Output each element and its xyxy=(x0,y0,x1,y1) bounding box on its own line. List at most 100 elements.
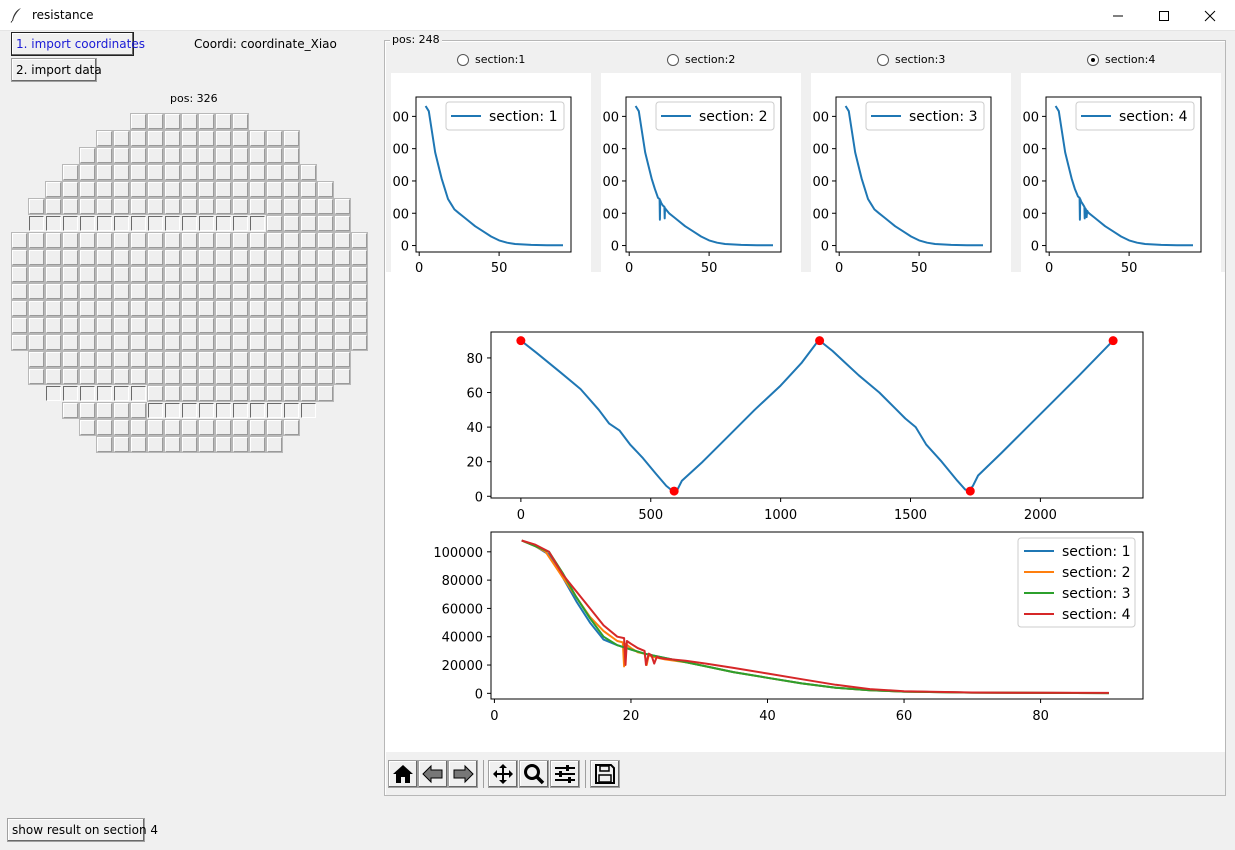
grid-cell[interactable] xyxy=(79,198,96,215)
grid-cell[interactable] xyxy=(249,266,266,283)
grid-cell[interactable] xyxy=(283,283,300,300)
grid-cell[interactable] xyxy=(130,436,147,453)
grid-cell[interactable] xyxy=(130,249,147,266)
grid-cell[interactable] xyxy=(334,351,351,368)
grid-cell[interactable] xyxy=(267,403,282,418)
grid-cell[interactable] xyxy=(181,266,198,283)
grid-cell[interactable] xyxy=(147,300,164,317)
grid-cell[interactable] xyxy=(45,368,62,385)
grid-cell[interactable] xyxy=(232,385,249,402)
grid-cell[interactable] xyxy=(79,249,96,266)
grid-cell[interactable] xyxy=(266,419,283,436)
grid-cell[interactable] xyxy=(249,147,266,164)
grid-cell[interactable] xyxy=(249,130,266,147)
grid-cell[interactable] xyxy=(80,216,95,231)
grid-cell[interactable] xyxy=(79,300,96,317)
radio-section-4[interactable]: section:4 xyxy=(1087,53,1155,66)
grid-cell[interactable] xyxy=(249,249,266,266)
grid-cell[interactable] xyxy=(215,232,232,249)
grid-cell[interactable] xyxy=(249,368,266,385)
grid-cell[interactable] xyxy=(334,300,351,317)
import-data-button[interactable]: 2. import data xyxy=(11,58,102,82)
grid-cell[interactable] xyxy=(113,181,130,198)
grid-cell[interactable] xyxy=(317,351,334,368)
grid-cell[interactable] xyxy=(249,317,266,334)
grid-cell[interactable] xyxy=(351,266,368,283)
radio-section-1[interactable]: section:1 xyxy=(457,53,525,66)
grid-cell[interactable] xyxy=(181,351,198,368)
grid-cell[interactable] xyxy=(113,317,130,334)
grid-cell[interactable] xyxy=(181,164,198,181)
grid-cell[interactable] xyxy=(283,334,300,351)
grid-cell[interactable] xyxy=(46,216,61,231)
grid-cell[interactable] xyxy=(181,436,198,453)
grid-cell[interactable] xyxy=(62,334,79,351)
grid-cell[interactable] xyxy=(147,249,164,266)
grid-cell[interactable] xyxy=(232,266,249,283)
configure-subplots-button[interactable] xyxy=(550,760,580,788)
grid-cell[interactable] xyxy=(283,317,300,334)
grid-cell[interactable] xyxy=(147,334,164,351)
grid-cell[interactable] xyxy=(283,215,300,232)
grid-cell[interactable] xyxy=(164,181,181,198)
grid-cell[interactable] xyxy=(249,419,266,436)
grid-cell[interactable] xyxy=(11,300,28,317)
grid-cell[interactable] xyxy=(266,300,283,317)
pan-button[interactable] xyxy=(488,760,518,788)
grid-cell[interactable] xyxy=(79,334,96,351)
grid-cell[interactable] xyxy=(334,283,351,300)
grid-cell[interactable] xyxy=(283,198,300,215)
grid-cell[interactable] xyxy=(232,130,249,147)
grid-cell[interactable] xyxy=(181,419,198,436)
grid-cell[interactable] xyxy=(232,198,249,215)
grid-cell[interactable] xyxy=(198,113,215,130)
grid-cell[interactable] xyxy=(266,334,283,351)
grid-cell[interactable] xyxy=(96,266,113,283)
grid-cell[interactable] xyxy=(181,147,198,164)
grid-cell[interactable] xyxy=(45,317,62,334)
close-button[interactable] xyxy=(1187,0,1233,31)
grid-cell[interactable] xyxy=(164,317,181,334)
grid-cell[interactable] xyxy=(317,249,334,266)
grid-cell[interactable] xyxy=(215,164,232,181)
grid-cell[interactable] xyxy=(181,198,198,215)
grid-cell[interactable] xyxy=(45,334,62,351)
grid-cell[interactable] xyxy=(266,147,283,164)
grid-cell[interactable] xyxy=(113,232,130,249)
grid-cell[interactable] xyxy=(266,130,283,147)
grid-cell[interactable] xyxy=(232,334,249,351)
grid-cell[interactable] xyxy=(198,419,215,436)
grid-cell[interactable] xyxy=(351,300,368,317)
grid-cell[interactable] xyxy=(45,198,62,215)
grid-cell[interactable] xyxy=(283,266,300,283)
grid-cell[interactable] xyxy=(165,216,180,231)
grid-cell[interactable] xyxy=(317,334,334,351)
grid-cell[interactable] xyxy=(250,216,265,231)
grid-cell[interactable] xyxy=(79,317,96,334)
grid-cell[interactable] xyxy=(232,249,249,266)
grid-cell[interactable] xyxy=(266,249,283,266)
grid-cell[interactable] xyxy=(96,198,113,215)
grid-cell[interactable] xyxy=(28,368,45,385)
grid-cell[interactable] xyxy=(283,181,300,198)
grid-cell[interactable] xyxy=(96,300,113,317)
grid-cell[interactable] xyxy=(130,351,147,368)
grid-cell[interactable] xyxy=(215,436,232,453)
grid-cell[interactable] xyxy=(181,385,198,402)
grid-cell[interactable] xyxy=(79,351,96,368)
grid-cell[interactable] xyxy=(62,283,79,300)
grid-cell[interactable] xyxy=(147,385,164,402)
grid-cell[interactable] xyxy=(283,419,300,436)
grid-cell[interactable] xyxy=(130,130,147,147)
grid-cell[interactable] xyxy=(233,403,248,418)
grid-cell[interactable] xyxy=(62,232,79,249)
grid-cell[interactable] xyxy=(11,249,28,266)
grid-cell[interactable] xyxy=(113,402,130,419)
grid-cell[interactable] xyxy=(249,385,266,402)
grid-cell[interactable] xyxy=(198,300,215,317)
grid-cell[interactable] xyxy=(96,334,113,351)
grid-cell[interactable] xyxy=(62,164,79,181)
grid-cell[interactable] xyxy=(45,283,62,300)
grid-cell[interactable] xyxy=(198,436,215,453)
grid-cell[interactable] xyxy=(233,216,248,231)
